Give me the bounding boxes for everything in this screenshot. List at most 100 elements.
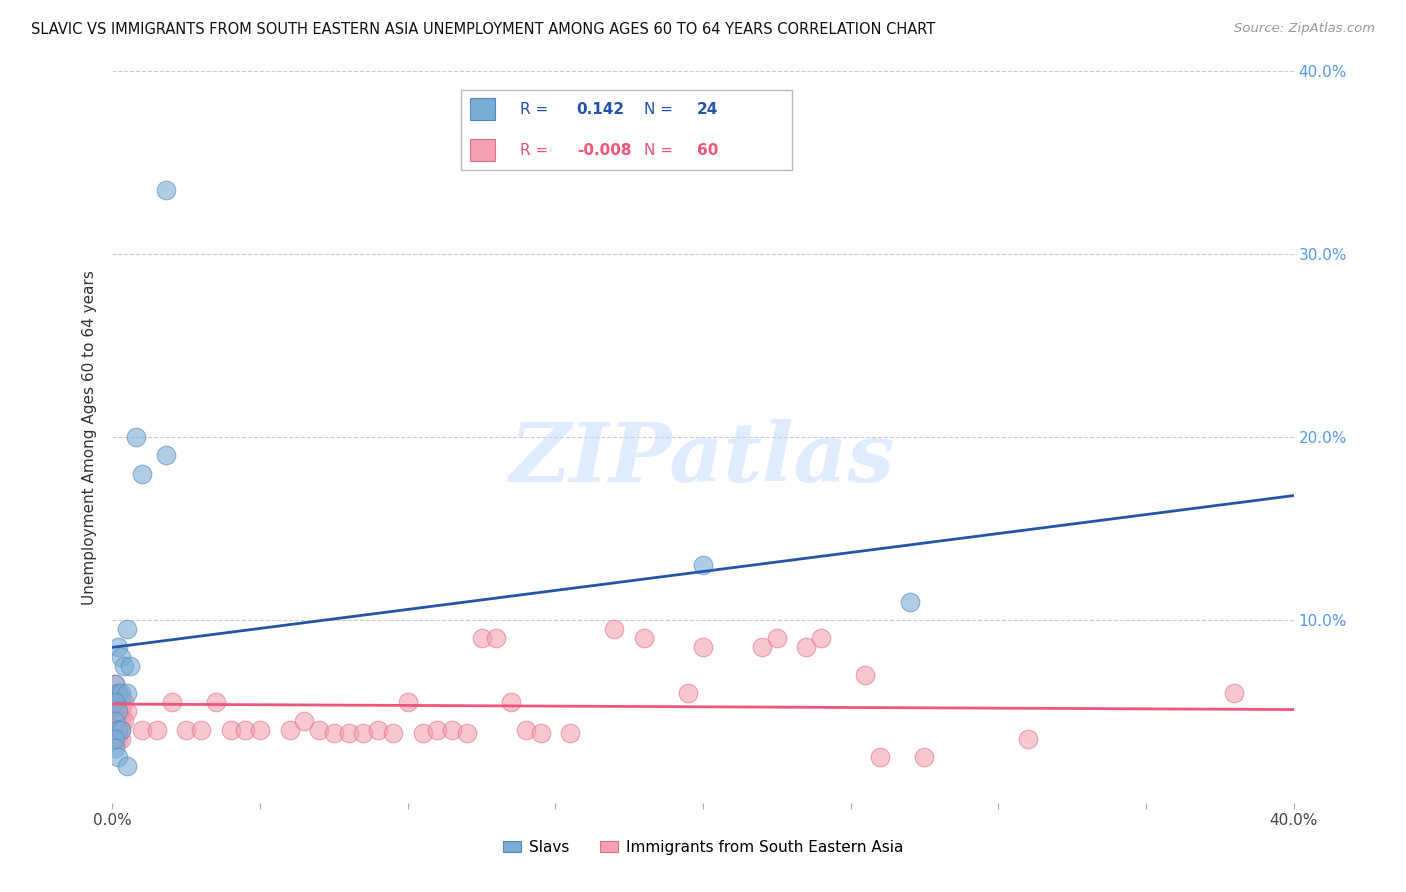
Point [233,723,256,737]
Point [104,740,127,755]
Text: SLAVIC VS IMMIGRANTS FROM SOUTH EASTERN ASIA UNEMPLOYMENT AMONG AGES 60 TO 64 YE: SLAVIC VS IMMIGRANTS FROM SOUTH EASTERN … [31,22,935,37]
Point [869,750,891,764]
Point [110,705,132,719]
Point [174,723,197,737]
Point [146,723,169,737]
Point [292,714,315,728]
Point [382,726,405,740]
Point [110,690,132,704]
Point [914,750,936,764]
Point [104,714,127,728]
Point [470,632,494,646]
Point [160,695,183,709]
Point [678,686,700,700]
Point [107,686,129,700]
Point [107,714,129,728]
Point [323,726,346,740]
Point [107,705,129,719]
Point [125,430,148,444]
Point [104,677,127,691]
Point [219,723,242,737]
Point [1017,731,1039,746]
Point [485,632,508,646]
Bar [471,98,495,120]
Point [131,467,153,481]
Point [501,695,523,709]
Point [112,695,135,709]
Point [104,731,127,746]
Point [515,723,537,737]
Text: R =: R = [520,102,548,117]
Text: N =: N = [644,143,673,158]
Point [529,726,551,740]
Point [117,622,138,636]
Point [249,723,271,737]
Point [796,640,818,655]
Text: R =: R = [520,143,548,158]
Point [104,731,127,746]
Point [107,686,129,700]
Point [692,558,714,573]
Point [107,723,129,737]
Point [110,723,132,737]
Point [155,448,177,462]
Text: ZIPatlas: ZIPatlas [510,419,896,499]
Point [110,714,132,728]
Point [104,677,127,691]
Point [810,632,832,646]
FancyBboxPatch shape [461,90,792,170]
Text: Source: ZipAtlas.com: Source: ZipAtlas.com [1234,22,1375,36]
Bar [471,139,495,161]
Point [112,658,135,673]
Text: 60: 60 [697,143,718,158]
Point [411,726,433,740]
Point [110,649,132,664]
Point [898,594,921,608]
Point [633,632,655,646]
Point [104,714,127,728]
Point [131,723,153,737]
Point [205,695,228,709]
Text: 0.142: 0.142 [576,102,624,117]
Point [308,723,330,737]
Point [107,640,129,655]
Point [117,759,138,773]
Point [367,723,389,737]
Legend: Slavs, Immigrants from South Eastern Asia: Slavs, Immigrants from South Eastern Asi… [496,834,910,861]
Point [441,723,464,737]
Point [155,183,177,197]
Point [855,667,877,681]
Text: N =: N = [644,102,673,117]
Point [110,723,132,737]
Text: -0.008: -0.008 [576,143,631,158]
Point [692,640,714,655]
Point [456,726,478,740]
Point [337,726,360,740]
Point [278,723,301,737]
Point [104,723,127,737]
Point [107,705,129,719]
Point [190,723,212,737]
Point [104,695,127,709]
Text: 24: 24 [697,102,718,117]
Point [1223,686,1246,700]
Point [603,622,626,636]
Point [120,658,142,673]
Point [107,750,129,764]
Point [110,686,132,700]
Point [426,723,449,737]
Point [558,726,582,740]
Point [104,695,127,709]
Point [117,686,138,700]
Point [107,723,129,737]
Point [117,705,138,719]
Point [107,731,129,746]
Point [766,632,789,646]
Y-axis label: Unemployment Among Ages 60 to 64 years: Unemployment Among Ages 60 to 64 years [82,269,97,605]
Point [352,726,374,740]
Point [396,695,419,709]
Point [104,705,127,719]
Point [751,640,773,655]
Point [110,731,132,746]
Point [112,714,135,728]
